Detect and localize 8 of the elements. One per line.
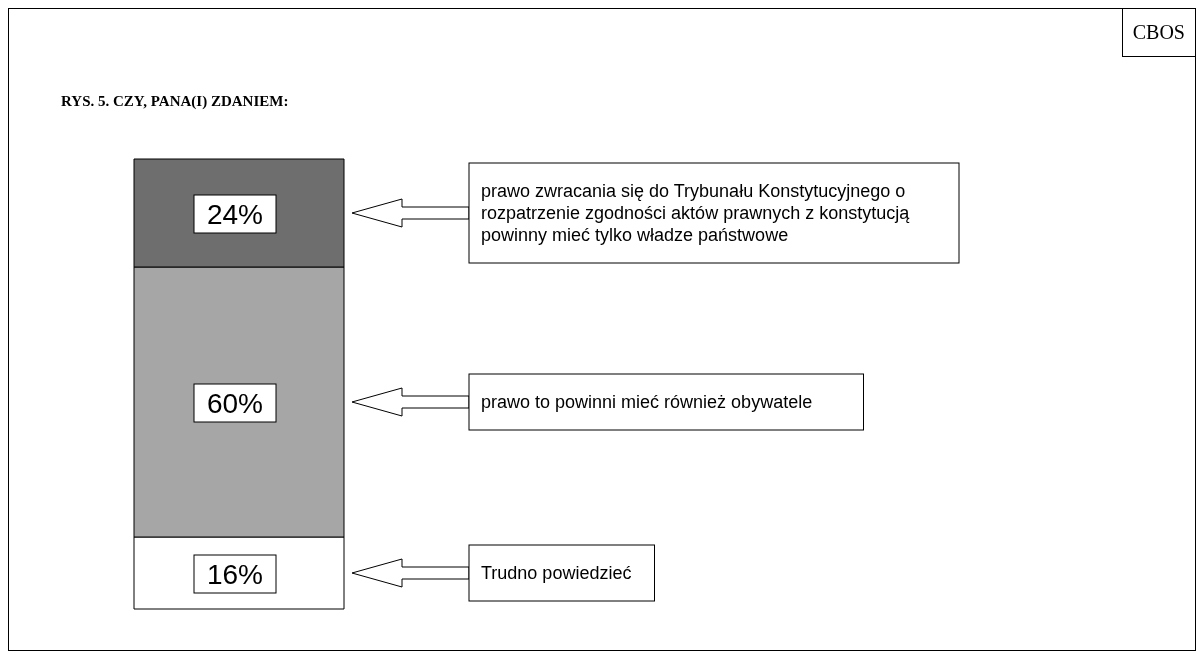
data-label: 24% [206,199,264,230]
text: prawo zwracania się do Trybunału Konstytucyjnego o rozpatrzenie zgodności aktów prawnych z konstytucją powinny mieć tylko władze państwowe [481,181,911,245]
text: prawo to powinni mieć również obywatele [481,392,813,412]
text: CBOS [1121,8,1196,57]
data-label: 60% [206,388,264,419]
data-label: 16% [206,559,264,590]
chart-title: RYS. 5. CZY, PANA(I) ZDANIEM: [61,93,289,110]
text: Trudno powiedzieć [481,563,632,583]
